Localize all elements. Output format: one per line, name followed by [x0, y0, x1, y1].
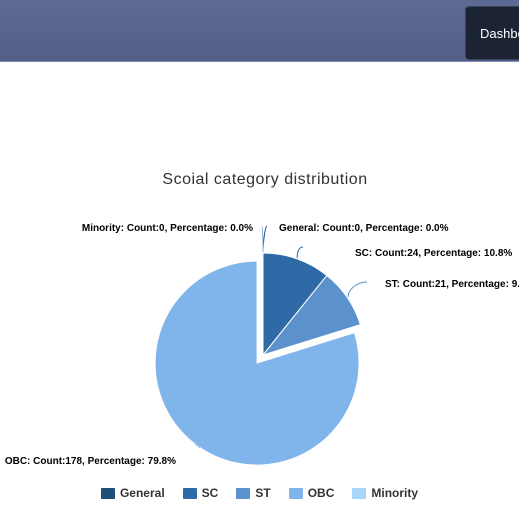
legend-label: General	[119, 486, 165, 500]
top-navbar: Dashboard	[0, 0, 519, 62]
legend-item-st[interactable]: ST	[236, 486, 271, 500]
legend-item-general[interactable]: General	[100, 486, 165, 500]
legend-label: OBC	[307, 486, 335, 500]
connector-general	[262, 225, 268, 253]
connector-minority	[261, 225, 264, 253]
legend-item-obc[interactable]: OBC	[288, 486, 335, 500]
legend-swatch	[236, 487, 251, 499]
legend-swatch	[352, 487, 367, 499]
connector-st	[347, 281, 368, 297]
legend-item-sc[interactable]: SC	[182, 486, 219, 500]
connector-sc	[296, 246, 304, 258]
pie-slice-obc[interactable]	[154, 260, 360, 466]
data-label-sc: SC: Count:24, Percentage: 10.8%	[355, 248, 512, 259]
data-label-st: ST: Count:21, Percentage: 9.4%	[385, 279, 519, 290]
legend-swatch	[182, 487, 197, 499]
data-label-minority: Minority: Count:0, Percentage: 0.0%	[82, 223, 253, 234]
pie-slice-st[interactable]	[261, 274, 361, 356]
data-label-general: General: Count:0, Percentage: 0.0%	[279, 223, 449, 234]
legend-label: SC	[201, 486, 219, 500]
pie-slice-sc[interactable]	[262, 252, 328, 357]
data-label-obc: OBC: Count:178, Percentage: 79.8%	[5, 456, 176, 467]
legend-swatch	[288, 487, 303, 499]
dashboard-button[interactable]: Dashboard	[465, 6, 519, 60]
legend-label: ST	[255, 486, 271, 500]
legend-label: Minority	[371, 486, 419, 500]
legend-item-minority[interactable]: Minority	[352, 486, 418, 500]
chart-title: Scoial category distribution	[162, 171, 368, 188]
connector-obc	[195, 442, 201, 449]
legend-swatch	[100, 487, 115, 499]
chart-legend: General SC ST OBC Minority	[0, 486, 519, 500]
